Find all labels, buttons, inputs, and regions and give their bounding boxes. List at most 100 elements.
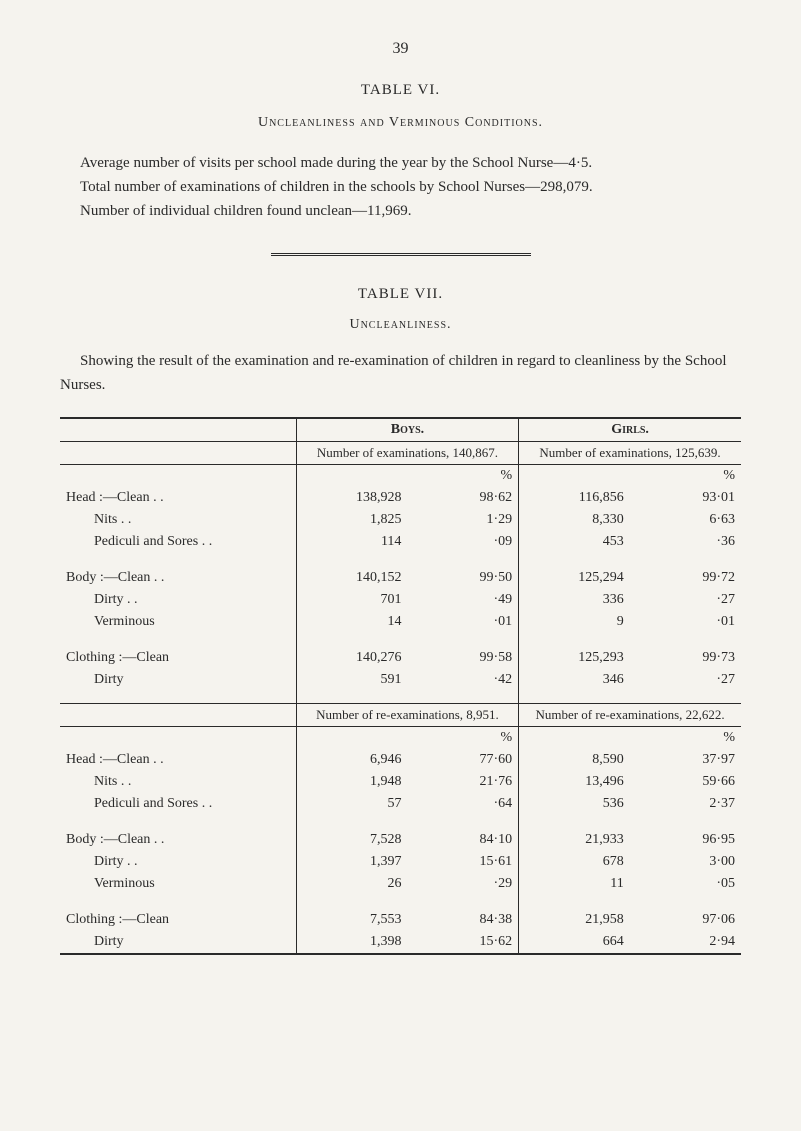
row-label: Clothing :—Clean: [60, 647, 296, 669]
boys-count: 57: [296, 793, 407, 815]
pct-boys: %: [407, 465, 518, 488]
girls-pct: 2·94: [630, 931, 741, 954]
boys-count: 7,553: [296, 909, 407, 931]
row-label: Head :—Clean . .: [60, 749, 296, 771]
girls-count: 21,933: [519, 829, 630, 851]
boys-pct: 15·61: [407, 851, 518, 873]
table-row: Dirty1,39815·626642·94: [60, 931, 741, 954]
girls-count: 536: [519, 793, 630, 815]
row-label: Dirty . .: [60, 851, 296, 873]
girls-pct: ·05: [630, 873, 741, 895]
girls-reexam-count: Number of re-examinations, 22,622.: [519, 704, 741, 727]
table-row: Clothing :—Clean140,27699·58125,29399·73: [60, 647, 741, 669]
boys-count: 1,398: [296, 931, 407, 954]
girls-pct: 99·72: [630, 567, 741, 589]
pct-blank4: [519, 727, 630, 750]
boys-header: Boys.: [296, 418, 518, 442]
pct-girls2: %: [630, 727, 741, 750]
boys-exam-count: Number of examinations, 140,867.: [296, 442, 518, 465]
girls-pct: 3·00: [630, 851, 741, 873]
girls-pct: 97·06: [630, 909, 741, 931]
divider-rule: [271, 253, 531, 256]
row-label: Verminous: [60, 611, 296, 633]
pct-row-blank: [60, 465, 296, 488]
girls-pct: 99·73: [630, 647, 741, 669]
girls-count: 11: [519, 873, 630, 895]
pct-blank2: [519, 465, 630, 488]
boys-pct: 99·50: [407, 567, 518, 589]
pct-row-blank2: [60, 727, 296, 750]
row-label: Dirty: [60, 669, 296, 691]
girls-count: 125,293: [519, 647, 630, 669]
table-row: Pediculi and Sores . .114·09453·36: [60, 531, 741, 553]
row-label: Nits . .: [60, 509, 296, 531]
girls-count: 21,958: [519, 909, 630, 931]
table-row: Head :—Clean . .138,92898·62116,85693·01: [60, 487, 741, 509]
table7-data: Boys. Girls. Number of examinations, 140…: [60, 417, 741, 963]
row-label: Nits . .: [60, 771, 296, 793]
girls-pct: 96·95: [630, 829, 741, 851]
girls-count: 664: [519, 931, 630, 954]
boys-pct: ·09: [407, 531, 518, 553]
boys-count: 701: [296, 589, 407, 611]
girls-count: 678: [519, 851, 630, 873]
row-label: Pediculi and Sores . .: [60, 531, 296, 553]
table-row: Dirty . .701·49336·27: [60, 589, 741, 611]
table6-subtitle: Uncleanliness and Verminous Conditions.: [60, 115, 741, 131]
table-row: Body :—Clean . .140,15299·50125,29499·72: [60, 567, 741, 589]
table-row: Nits . .1,8251·298,3306·63: [60, 509, 741, 531]
table7-title: TABLE VII.: [60, 286, 741, 303]
row-label: Verminous: [60, 873, 296, 895]
row-label: Dirty . .: [60, 589, 296, 611]
girls-exam-count: Number of examinations, 125,639.: [519, 442, 741, 465]
girls-pct: ·27: [630, 669, 741, 691]
girls-count: 9: [519, 611, 630, 633]
table6-line3: Number of individual children found uncl…: [60, 199, 741, 223]
boys-reexam-count: Number of re-examinations, 8,951.: [296, 704, 518, 727]
girls-count: 453: [519, 531, 630, 553]
girls-count: 116,856: [519, 487, 630, 509]
boys-count: 7,528: [296, 829, 407, 851]
girls-count: 346: [519, 669, 630, 691]
table-row: Body :—Clean . .7,52884·1021,93396·95: [60, 829, 741, 851]
table-row: Dirty591·42346·27: [60, 669, 741, 691]
pct-girls: %: [630, 465, 741, 488]
pct-blank: [296, 465, 407, 488]
girls-header: Girls.: [519, 418, 741, 442]
row-label: Pediculi and Sores . .: [60, 793, 296, 815]
boys-pct: ·29: [407, 873, 518, 895]
boys-count: 1,397: [296, 851, 407, 873]
boys-pct: 99·58: [407, 647, 518, 669]
girls-count: 13,496: [519, 771, 630, 793]
table-row: Verminous14·019·01: [60, 611, 741, 633]
pct-boys2: %: [407, 727, 518, 750]
table-row: Verminous26·2911·05: [60, 873, 741, 895]
boys-pct: ·49: [407, 589, 518, 611]
row-label: Head :—Clean . .: [60, 487, 296, 509]
boys-count: 591: [296, 669, 407, 691]
table7-intro: Showing the result of the examination an…: [60, 349, 741, 397]
boys-pct: ·42: [407, 669, 518, 691]
girls-pct: 59·66: [630, 771, 741, 793]
table6-body: Average number of visits per school made…: [60, 151, 741, 223]
subheader-blank: [60, 442, 296, 465]
row-label: Body :—Clean . .: [60, 567, 296, 589]
table6-line2: Total number of examinations of children…: [60, 175, 741, 199]
table7-subtitle: Uncleanliness.: [60, 317, 741, 333]
row-label: Body :—Clean . .: [60, 829, 296, 851]
boys-pct: ·01: [407, 611, 518, 633]
boys-pct: 98·62: [407, 487, 518, 509]
girls-pct: 93·01: [630, 487, 741, 509]
boys-pct: 15·62: [407, 931, 518, 954]
boys-pct: 84·10: [407, 829, 518, 851]
table6-title: TABLE VI.: [60, 82, 741, 99]
table-row: Head :—Clean . .6,94677·608,59037·97: [60, 749, 741, 771]
boys-count: 14: [296, 611, 407, 633]
girls-count: 125,294: [519, 567, 630, 589]
row-label: Clothing :—Clean: [60, 909, 296, 931]
boys-count: 114: [296, 531, 407, 553]
reexam-blank: [60, 704, 296, 727]
boys-count: 26: [296, 873, 407, 895]
row-label: Dirty: [60, 931, 296, 954]
boys-pct: 1·29: [407, 509, 518, 531]
